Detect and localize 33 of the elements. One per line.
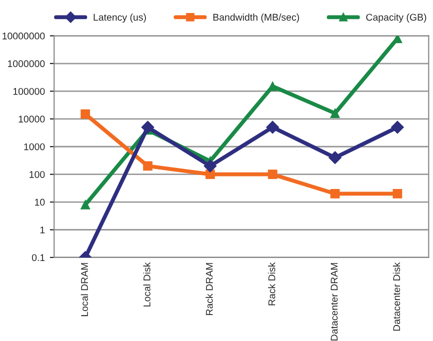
y-tick-label: 10000 <box>18 116 45 123</box>
point <box>204 160 217 172</box>
point <box>328 151 342 164</box>
point <box>141 120 154 134</box>
point <box>266 120 280 134</box>
y-tick-label: 1 <box>40 226 45 234</box>
x-tick-label: Local Disk <box>143 262 150 306</box>
y-tick-label: 100 <box>30 171 45 178</box>
point <box>143 161 152 171</box>
point <box>206 170 215 180</box>
x-tick-label: Rack DRAM <box>206 263 213 315</box>
y-tick-label: 100000 <box>13 88 45 95</box>
x-tick-label: Local DRAM <box>80 263 88 316</box>
y-tick-label: 1000 <box>24 143 45 150</box>
x-tick-label: Rack Disk <box>268 262 276 306</box>
x-tick-label: Datacenter Disk <box>392 262 400 331</box>
legend-label: Bandwidth (MB/sec) <box>213 14 299 23</box>
point <box>330 108 340 118</box>
point <box>391 120 404 134</box>
y-tick-label: 10000000 <box>2 32 45 40</box>
point <box>330 189 340 198</box>
y-tick-label: 0.1 <box>32 254 45 262</box>
legend-label: Capacity (GB) <box>366 14 426 23</box>
x-tick-label: Datacenter DRAM <box>330 263 338 340</box>
point <box>80 109 90 119</box>
point <box>392 36 402 44</box>
y-tick-label: 10 <box>35 198 45 206</box>
point <box>392 189 402 198</box>
point <box>80 200 90 210</box>
point <box>268 82 278 92</box>
point <box>268 170 278 180</box>
y-tick-label: 1000000 <box>8 60 45 68</box>
legend-label: Latency (us) <box>94 14 146 23</box>
